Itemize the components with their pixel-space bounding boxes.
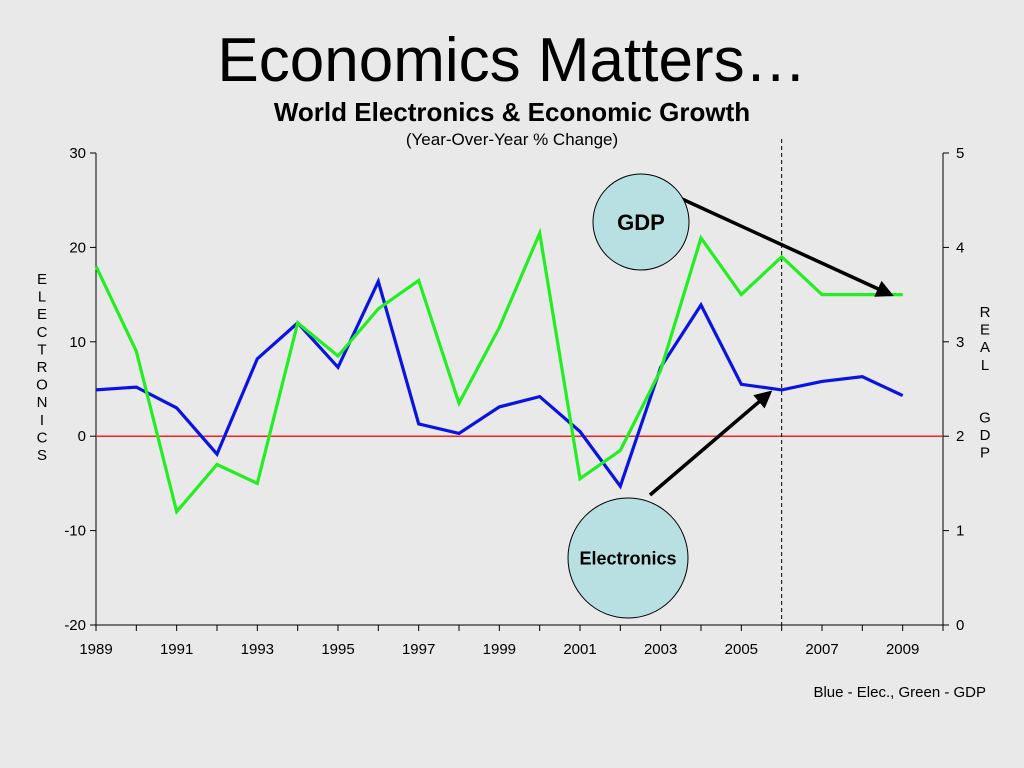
chart-subtitle: (Year-Over-Year % Change) <box>405 130 619 149</box>
left-axis-label-letter: O <box>36 377 48 394</box>
electronics-callout-label: Electronics <box>579 548 676 568</box>
right-y-tick-label: 2 <box>956 428 964 445</box>
left-y-tick-label: 20 <box>69 239 86 256</box>
x-tick-label: 2007 <box>805 641 838 658</box>
left-axis-label-letter: E <box>37 271 47 288</box>
x-tick-label: 2003 <box>644 641 677 658</box>
electronics-callout-arrow <box>648 390 773 497</box>
left-axis-label-letter: S <box>37 447 47 464</box>
x-tick-label: 2005 <box>725 641 758 658</box>
right-y-tick-label: 3 <box>956 334 964 351</box>
right-axis-label-letter: E <box>980 322 990 339</box>
x-tick-label: 1989 <box>79 641 112 658</box>
x-tick-label: 1991 <box>160 641 193 658</box>
left-y-tick-label: 10 <box>69 334 86 351</box>
electronics-series-line <box>95 276 904 490</box>
x-tick-label: 1999 <box>483 641 516 658</box>
right-axis-label-letter: L <box>981 357 989 374</box>
right-axis-label-letter: A <box>980 339 990 356</box>
left-axis-label-letter: R <box>37 359 48 376</box>
right-axis-label-letter: P <box>980 445 990 462</box>
right-axis-label-letter: R <box>980 304 991 321</box>
slide-title: Economics Matters… <box>217 26 807 95</box>
right-y-tick-label: 1 <box>956 523 964 540</box>
left-axis-label-letter: N <box>37 394 48 411</box>
x-tick-label: 1997 <box>402 641 435 658</box>
right-axis-label-letter: D <box>980 427 991 444</box>
left-y-tick-label: -20 <box>64 617 86 634</box>
left-axis-label-letter: I <box>40 412 44 429</box>
right-y-tick-label: 4 <box>956 239 964 256</box>
gdp-callout-bubble <box>592 173 690 271</box>
left-axis-label-letter: C <box>37 324 48 341</box>
left-axis-label-letter: L <box>38 289 46 306</box>
left-axis-label-letter: T <box>37 341 46 358</box>
gdp-series-line <box>94 227 903 516</box>
gdp-callout-label: GDP <box>617 210 665 235</box>
x-tick-label: 2001 <box>563 641 596 658</box>
left-axis-label-letter: C <box>37 429 48 446</box>
electronics-callout-bubble <box>567 497 689 619</box>
series-key-note: Blue - Elec., Green - GDP <box>813 684 986 701</box>
right-y-tick-label: 5 <box>956 145 964 162</box>
x-tick-label: 1995 <box>321 641 354 658</box>
right-axis-label-letter: G <box>979 409 991 426</box>
gdp-callout-arrow <box>681 197 894 297</box>
left-axis-label-letter: E <box>37 306 47 323</box>
chart-title: World Electronics & Economic Growth <box>273 97 751 127</box>
left-y-tick-label: -10 <box>64 523 86 540</box>
left-y-tick-label: 0 <box>78 428 86 445</box>
x-tick-label: 2009 <box>886 641 919 658</box>
left-y-tick-label: 30 <box>69 145 86 162</box>
x-tick-label: 1993 <box>241 641 274 658</box>
right-y-tick-label: 0 <box>956 617 964 634</box>
